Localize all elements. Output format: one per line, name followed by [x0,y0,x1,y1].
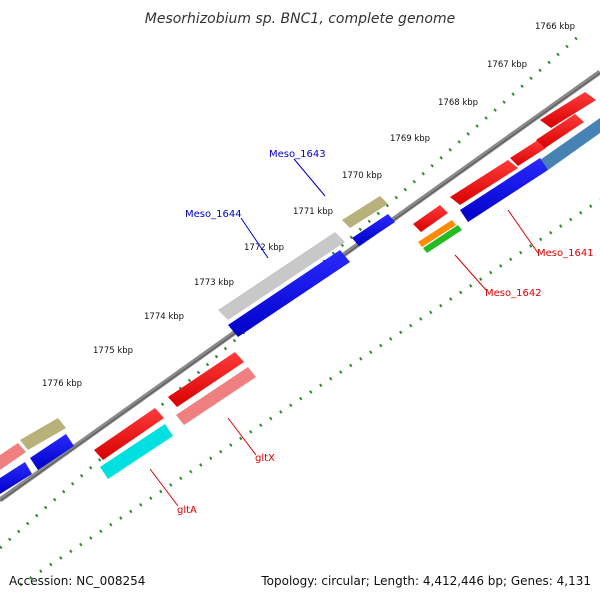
gene-blue-meso1641[interactable] [460,158,548,222]
tick-label-1766: 1766 kbp [535,22,575,32]
gene-green-meso1642[interactable] [423,225,462,253]
tick-label-1774: 1774 kbp [144,312,184,322]
leader-meso1643 [293,158,326,197]
gene-label-gltA[interactable]: gltA [177,505,197,516]
leader-meso1641 [507,209,539,254]
gene-khaki-meso1643[interactable] [342,196,388,228]
leader-gltX [227,417,257,456]
gene-label-meso1641[interactable]: Meso_1641 [537,248,594,259]
tick-label-1767: 1767 kbp [487,60,527,70]
gene-red-meso1641-a[interactable] [450,160,518,205]
gene-orange-meso1642[interactable] [418,220,456,247]
leader-gltA [149,468,179,507]
gene-gray-meso1644[interactable] [218,232,345,320]
gene-blue-left[interactable] [30,434,74,470]
tick-label-1772: 1772 kbp [244,243,284,253]
gene-red-gltX[interactable] [168,352,244,407]
gene-label-meso1643[interactable]: Meso_1643 [269,149,326,160]
gene-label-meso1644[interactable]: Meso_1644 [185,209,242,220]
gene-blue-left-edge[interactable] [0,462,32,494]
tick-label-1773: 1773 kbp [194,278,234,288]
gene-cyan-gltA[interactable] [100,424,173,479]
gene-steelblue[interactable] [540,118,600,170]
map-title: Mesorhizobium sp. BNC1, complete genome [145,11,456,27]
gene-label-meso1642[interactable]: Meso_1642 [485,288,542,299]
leader-meso1644 [240,217,269,259]
tick-label-1770: 1770 kbp [342,171,382,181]
gene-red-meso1641-c[interactable] [536,114,584,148]
tick-label-1771: 1771 kbp [293,207,333,217]
tick-label-1768: 1768 kbp [438,98,478,108]
genome-summary-text: Topology: circular; Length: 4,412,446 bp… [260,574,591,588]
tick-label-1776: 1776 kbp [42,379,82,389]
gene-blue-meso1643[interactable] [352,214,395,246]
tick-label-1775: 1775 kbp [93,346,133,356]
gene-red-far-top[interactable] [540,92,596,128]
gene-red-gltA[interactable] [94,408,164,460]
tick-label-1769: 1769 kbp [390,134,430,144]
gene-khaki-left[interactable] [20,418,66,450]
accession-text: Accession: NC_008254 [9,574,145,588]
leader-meso1642 [454,254,487,291]
gene-red-meso1641-b[interactable] [510,140,546,166]
gene-label-gltX[interactable]: gltX [255,453,275,464]
gene-pink-gltX[interactable] [176,367,256,425]
gene-blue-meso1644[interactable] [228,250,350,337]
gene-pink-left[interactable] [0,443,26,470]
inner-dotted-ring [19,198,600,587]
gene-red-meso1642-upper[interactable] [413,205,448,232]
